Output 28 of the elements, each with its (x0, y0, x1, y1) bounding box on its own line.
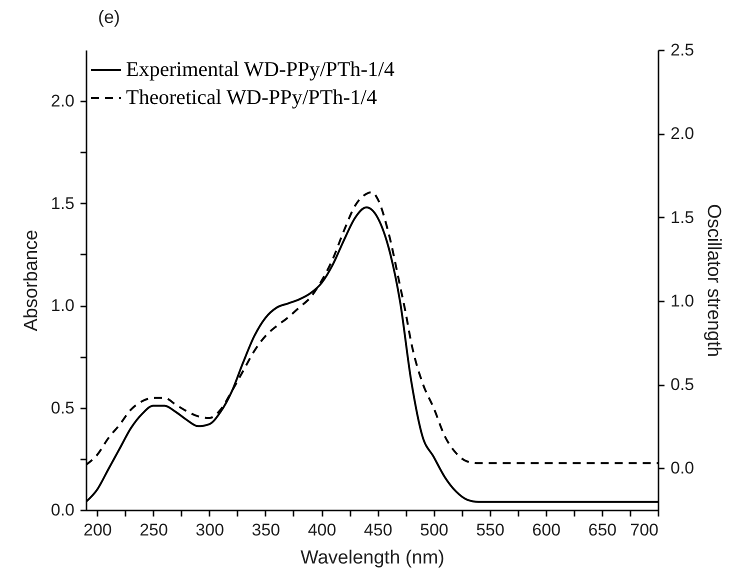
x-tick-label: 250 (140, 520, 168, 540)
x-axis-title: Wavelength (nm) (300, 548, 444, 568)
x-tick-label: 400 (308, 520, 336, 540)
x-tick-label: 500 (420, 520, 448, 540)
y-tick-label: 2.0 (50, 92, 74, 111)
y-tick-label: 0.5 (50, 398, 74, 418)
x-tick-label: 600 (532, 520, 561, 540)
y2-tick-label: 2.5 (670, 40, 694, 60)
legend-label: Theoretical WD-PPy/PTh-1/4 (126, 85, 378, 109)
y2-axis-title: Oscillator strength (703, 204, 724, 358)
x-tick-label: 200 (84, 520, 112, 540)
y-tick-label: 1.5 (50, 194, 74, 213)
x-tick-label: 350 (252, 520, 280, 540)
y-axis-title: Absorbance (20, 230, 42, 332)
x-tick-label: 650 (588, 520, 617, 540)
y2-tick-label: 0.0 (670, 458, 694, 478)
y-tick-label: 1.0 (50, 296, 74, 316)
x-tick-label: 300 (196, 520, 224, 540)
y2-tick-label: 1.0 (670, 291, 694, 310)
y2-tick-label: 2.0 (670, 124, 694, 144)
y-tick-label: 0.0 (50, 500, 74, 520)
y2-tick-label: 1.5 (670, 208, 694, 227)
chart-title: (e) (98, 7, 120, 27)
x-tick-label: 450 (364, 520, 392, 540)
y2-tick-label: 0.5 (670, 375, 694, 394)
x-tick-label: 700 (630, 520, 658, 540)
x-tick-label: 550 (476, 520, 504, 540)
legend-label: Experimental WD-PPy/PTh-1/4 (126, 57, 395, 81)
